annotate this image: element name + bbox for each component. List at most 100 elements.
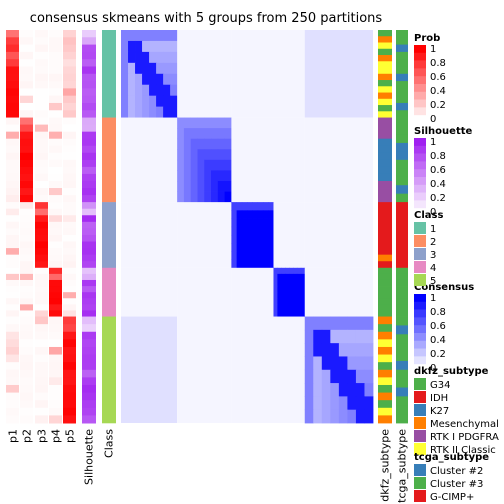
silhouette-cell: [82, 66, 96, 75]
legend-tick: 1: [430, 137, 436, 148]
dkfz-subtype-cell: [378, 221, 392, 229]
class-3-bar: [102, 202, 116, 269]
legend-tick: 0.6: [430, 165, 446, 176]
consensus-cell: [289, 310, 294, 317]
consensus-cell: [204, 170, 212, 182]
consensus-cell: [364, 329, 374, 344]
consensus-cell: [313, 329, 323, 344]
dkfz-subtype-cell: [378, 138, 392, 147]
dkfz-subtype-cell: [378, 362, 392, 371]
consensus-cell: [281, 298, 286, 305]
prob-cell: [35, 202, 48, 210]
dkfz-subtype-cell: [378, 30, 392, 37]
legend-item-label: 3: [430, 250, 436, 261]
prob-cell: [35, 279, 48, 287]
consensus-cell: [321, 383, 331, 397]
consensus-cell: [156, 30, 164, 42]
legend-swatch: [414, 378, 426, 390]
consensus-cell: [177, 138, 185, 150]
prob-cell: [49, 221, 62, 229]
dkfz-subtype-cell: [378, 234, 392, 242]
consensus-cell: [273, 298, 278, 305]
prob-cell: [20, 95, 33, 104]
consensus-cell: [277, 310, 282, 317]
dkfz-subtype-cell: [378, 180, 392, 189]
consensus-cell: [170, 95, 178, 108]
consensus-cell: [293, 304, 298, 311]
prob-cell: [6, 377, 19, 386]
dkfz-subtype-cell: [378, 298, 392, 305]
consensus-cell: [304, 202, 373, 268]
dkfz-subtype-cell: [378, 292, 392, 299]
prob-cell: [20, 110, 33, 119]
dkfz-subtype-cell: [378, 42, 392, 50]
prob-cell: [63, 73, 76, 82]
consensus-cell: [257, 218, 264, 228]
prob-cell: [20, 152, 33, 161]
legend-tick: 1: [430, 44, 436, 55]
consensus-cell: [135, 106, 143, 118]
prob-cell: [49, 384, 62, 394]
prob-cell: [63, 331, 76, 340]
consensus-cell: [211, 170, 219, 182]
prob-cell: [63, 273, 76, 281]
consensus-cell: [197, 191, 205, 203]
consensus-cell: [338, 369, 348, 384]
prob-cell: [6, 215, 19, 223]
consensus-cell: [281, 304, 286, 311]
legend-gradient-step: [414, 294, 426, 303]
prob-cell: [20, 117, 33, 126]
prob-cell: [6, 310, 19, 318]
consensus-cell: [293, 279, 298, 287]
prob-cell: [49, 324, 62, 333]
prob-cell: [6, 354, 19, 363]
prob-cell: [35, 188, 48, 196]
prob-cell: [20, 273, 33, 281]
consensus-cell: [149, 73, 157, 86]
prob-cell: [6, 145, 19, 154]
consensus-cell: [236, 234, 243, 244]
tcga-subtype-cell: [396, 202, 408, 210]
prob-cell: [20, 30, 33, 38]
dkfz-subtype-cell: [378, 195, 392, 203]
prob-cell: [20, 279, 33, 287]
column-label: p5: [64, 429, 77, 443]
tcga-subtype-cell: [396, 304, 408, 311]
consensus-cell: [197, 128, 205, 140]
consensus-cell: [277, 279, 282, 287]
prob-cell: [20, 339, 33, 348]
prob-cell: [20, 354, 33, 363]
column-label: p4: [50, 429, 63, 443]
consensus-cell: [135, 62, 143, 75]
consensus-cell: [262, 210, 269, 219]
legend-gradient-step: [414, 115, 426, 124]
consensus-cell: [313, 343, 323, 357]
silhouette-cell: [82, 415, 96, 424]
consensus-cell: [121, 95, 129, 108]
consensus-cell: [197, 117, 205, 129]
tcga-subtype-cell: [396, 378, 408, 388]
consensus-cell: [190, 138, 198, 150]
prob-cell: [6, 110, 19, 119]
consensus-cell: [273, 279, 278, 287]
consensus-cell: [252, 243, 259, 252]
prob-cell: [20, 131, 33, 140]
column-label: p1: [7, 429, 20, 443]
prob-cell: [20, 346, 33, 356]
prob-cell: [35, 173, 48, 182]
prob-cell: [20, 316, 33, 325]
dkfz-subtype-cell: [378, 98, 392, 106]
tcga-subtype-cell: [396, 241, 408, 249]
prob-cell: [35, 304, 48, 311]
consensus-cell: [170, 106, 178, 118]
prob-cell: [63, 392, 76, 401]
prob-cell: [35, 131, 48, 140]
dkfz-subtype-cell: [378, 86, 392, 93]
consensus-cell: [277, 292, 282, 299]
consensus-cell: [170, 84, 178, 97]
silhouette-cell: [82, 173, 96, 182]
prob-cell: [49, 331, 62, 340]
consensus-cell: [313, 409, 323, 424]
legend-swatch: [414, 274, 426, 286]
tcga-subtype-cell: [396, 334, 408, 344]
